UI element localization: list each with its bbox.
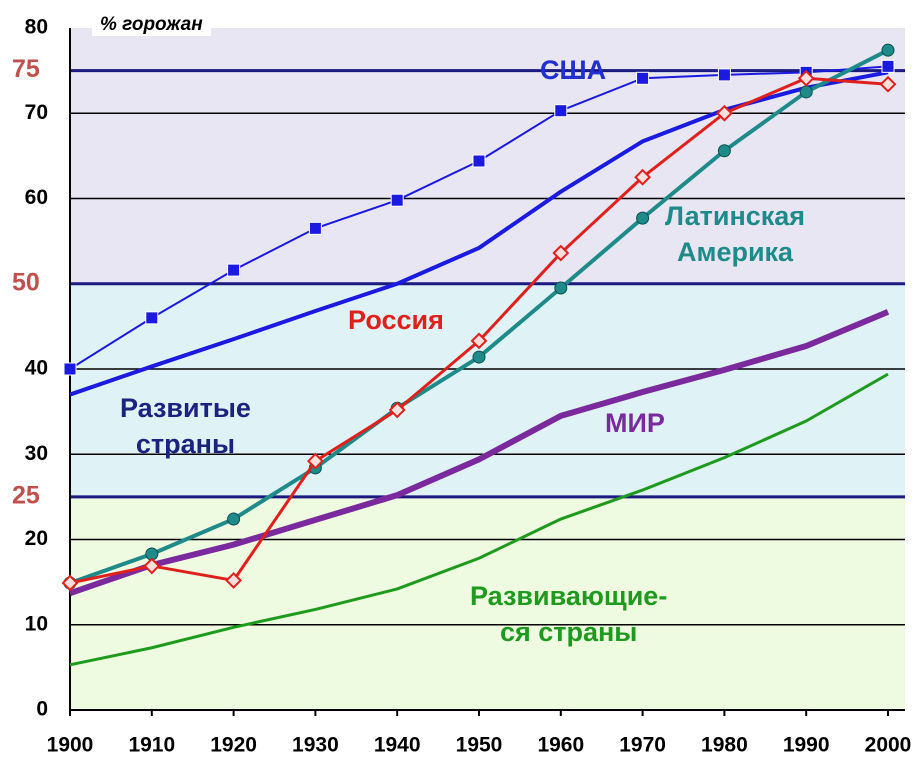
- marker: [797, 69, 815, 87]
- x-tick-label: 1960: [537, 734, 584, 757]
- marker: [308, 221, 322, 235]
- series-label: Россия: [348, 305, 444, 335]
- y-tick-label: 60: [25, 186, 48, 209]
- marker: [881, 43, 895, 57]
- x-tick-label: 1900: [47, 734, 94, 757]
- marker: [881, 59, 895, 73]
- y-tick-label: 70: [25, 101, 48, 124]
- y-tick-label: 75: [12, 55, 40, 83]
- marker: [554, 281, 568, 295]
- series-label: МИР: [605, 408, 665, 438]
- marker: [225, 572, 243, 589]
- band: [70, 283, 905, 497]
- marker: [636, 211, 650, 225]
- marker: [143, 557, 161, 575]
- marker: [470, 332, 488, 350]
- marker: [552, 244, 570, 262]
- y-tick-label: 80: [25, 16, 48, 39]
- marker: [636, 71, 650, 85]
- x-tick-label: 1910: [128, 734, 175, 757]
- series-label: США: [540, 55, 607, 85]
- x-tick-label: 1920: [210, 734, 257, 757]
- marker: [227, 263, 241, 277]
- x-tick-label: 2000: [865, 734, 912, 757]
- y-tick-label: 20: [25, 527, 48, 550]
- y-tick-label: 30: [25, 442, 48, 465]
- series-label: Латинская Америка: [665, 201, 806, 267]
- series-line: [69, 309, 890, 597]
- x-tick-label: 1970: [619, 734, 666, 757]
- y-axis-label: % горожан: [92, 14, 211, 36]
- x-tick-label: 1990: [783, 734, 830, 757]
- marker: [634, 168, 652, 186]
- marker: [63, 362, 77, 376]
- series-label: Развивающие- ся страны: [470, 581, 668, 647]
- band: [70, 496, 905, 710]
- marker: [388, 401, 406, 419]
- series-line: [69, 372, 889, 667]
- x-tick-label: 1940: [374, 734, 421, 757]
- y-tick-label: 10: [25, 612, 48, 635]
- marker: [472, 154, 486, 168]
- marker: [227, 512, 241, 526]
- y-tick-label: 0: [36, 698, 48, 721]
- marker: [306, 452, 324, 470]
- y-tick-label: 25: [12, 481, 40, 509]
- marker: [715, 104, 733, 122]
- marker: [879, 75, 897, 93]
- series-label: Развитые страны: [120, 393, 251, 459]
- x-tick-label: 1930: [292, 734, 339, 757]
- marker: [717, 68, 731, 82]
- x-tick-label: 1980: [701, 734, 748, 757]
- marker: [717, 144, 731, 158]
- x-tick-label: 1950: [456, 734, 503, 757]
- marker: [390, 193, 404, 207]
- y-tick-label: 50: [12, 268, 40, 296]
- marker: [554, 104, 568, 118]
- marker: [145, 311, 159, 325]
- marker: [472, 350, 486, 364]
- marker: [61, 574, 79, 592]
- marker: [799, 85, 813, 99]
- y-tick-label: 40: [25, 357, 48, 380]
